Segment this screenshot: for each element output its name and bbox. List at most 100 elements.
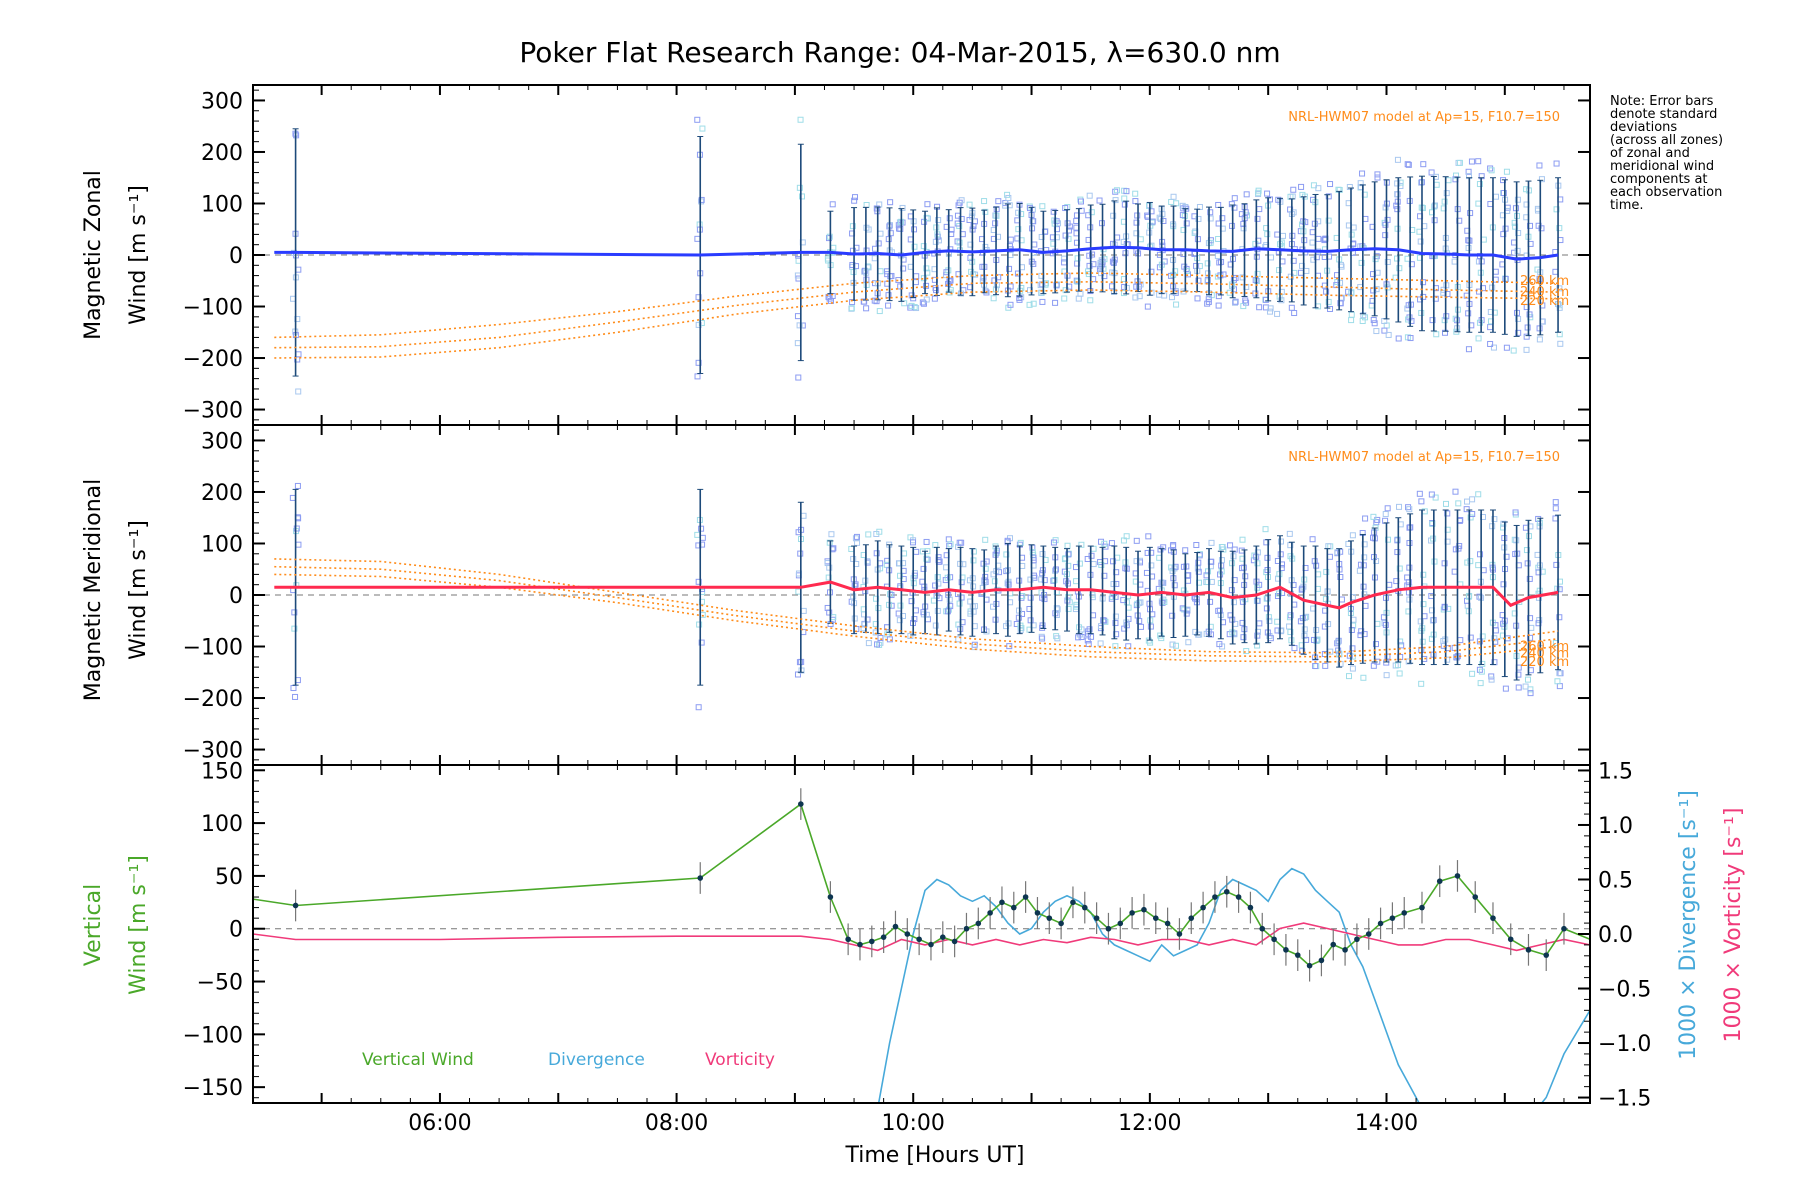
zone-sample [1062, 205, 1069, 212]
zone-sample [1524, 324, 1531, 331]
zone-sample [1053, 218, 1060, 225]
zone-sample [1232, 298, 1239, 305]
zone-sample [1553, 160, 1560, 167]
zone-sample [1207, 598, 1214, 605]
zone-sample [1396, 503, 1403, 510]
zone-sample [1396, 265, 1403, 272]
zone-sample [1204, 300, 1211, 307]
zone-sample [1239, 536, 1246, 543]
zone-sample [1465, 310, 1472, 317]
zone-sample [1348, 626, 1355, 633]
zone-sample [1327, 543, 1334, 550]
zone-sample [930, 597, 937, 604]
zone-sample [1098, 561, 1105, 568]
zone-sample [849, 299, 856, 306]
zone-sample [1279, 232, 1286, 239]
zone-sample [1349, 645, 1356, 652]
zone-sample [1053, 234, 1060, 241]
zone-sample [1148, 208, 1155, 215]
zone-sample [1090, 545, 1097, 552]
zone-sample [1453, 172, 1460, 179]
zone-sample [1443, 190, 1450, 197]
zone-sample [294, 482, 301, 489]
zone-sample [1216, 607, 1223, 614]
zone-sample [873, 595, 880, 602]
zone-sample [853, 533, 860, 540]
zone-sample [694, 373, 701, 380]
zone-sample [796, 184, 803, 191]
vertical-wind-point [1419, 904, 1425, 911]
vertical-wind-point [1259, 925, 1266, 932]
zone-sample [1407, 301, 1414, 308]
zone-sample [1512, 223, 1519, 230]
altitude-label: 220 km [1520, 655, 1569, 670]
zone-sample [1444, 656, 1451, 663]
vertical-wind-point [1436, 878, 1443, 884]
zone-sample [1299, 262, 1306, 269]
zone-sample [1382, 221, 1389, 228]
zone-sample [1278, 297, 1285, 304]
zone-sample [1404, 255, 1411, 262]
x-axis-label: Time [Hours UT] [845, 1143, 1025, 1168]
zone-sample [1194, 295, 1201, 302]
vertical-wind-point [1093, 915, 1100, 921]
zone-sample [1075, 295, 1082, 302]
zone-sample [1384, 284, 1391, 291]
zone-sample [695, 578, 702, 585]
zone-sample [1003, 568, 1010, 575]
x-tick-label: 10:00 [882, 1111, 945, 1136]
zone-sample [1374, 174, 1381, 181]
zone-sample [1121, 195, 1128, 202]
y-tick-label: 300 [201, 429, 243, 454]
zone-sample [1441, 603, 1448, 610]
altitude-label: 260 km [1520, 640, 1569, 655]
zone-sample [1173, 200, 1180, 207]
zone-sample [934, 574, 941, 581]
zone-sample [1088, 209, 1095, 216]
zone-sample [1515, 315, 1522, 322]
zone-sample [861, 267, 868, 274]
zone-sample [1445, 177, 1452, 184]
zone-sample [923, 214, 930, 221]
y2-tick-label: −1.5 [1598, 1087, 1651, 1112]
zone-sample [947, 541, 954, 548]
zone-sample [991, 578, 998, 585]
zone-sample [1215, 293, 1222, 300]
zone-sample [1337, 574, 1344, 581]
zone-sample [698, 525, 705, 532]
vertical-wind-point [1058, 920, 1064, 927]
zone-sample [1394, 549, 1401, 556]
zone-sample [1322, 662, 1329, 669]
vertical-wind-point [1070, 899, 1076, 906]
zone-sample [800, 607, 807, 614]
zone-sample [1464, 498, 1471, 505]
zone-sample [1523, 346, 1530, 353]
zone-sample [1171, 565, 1178, 572]
zone-sample [799, 193, 806, 200]
zone-sample [945, 536, 952, 543]
zone-sample [913, 273, 920, 280]
zone-sample [1536, 162, 1543, 169]
zone-sample [909, 539, 916, 546]
model-label: NRL-HWM07 model at Ap=15, F10.7=150 [1288, 110, 1560, 125]
zone-sample [1428, 169, 1435, 176]
y-tick-label: 100 [201, 812, 243, 837]
zone-sample [1299, 191, 1306, 198]
zone-sample [1267, 305, 1274, 312]
zone-sample [824, 558, 831, 565]
zone-sample [912, 607, 919, 614]
zone-sample [1180, 563, 1187, 570]
zone-sample [1026, 205, 1033, 212]
zone-sample [946, 215, 953, 222]
zone-sample [1362, 602, 1369, 609]
zone-sample [1077, 198, 1084, 205]
zone-sample [1356, 567, 1363, 574]
zone-sample [1406, 564, 1413, 571]
vertical-ylabel-line2: Wind [m s⁻¹] [126, 855, 151, 995]
y-tick-label: 200 [201, 141, 243, 166]
zone-sample [1492, 268, 1499, 275]
zone-sample [695, 359, 702, 366]
zone-sample [1476, 181, 1483, 188]
zone-sample [696, 621, 703, 628]
zone-sample [1554, 678, 1561, 685]
